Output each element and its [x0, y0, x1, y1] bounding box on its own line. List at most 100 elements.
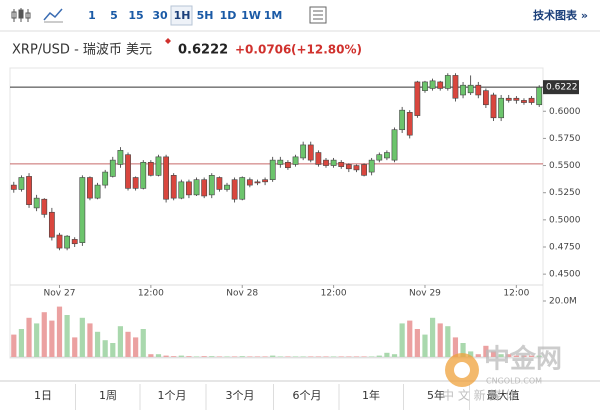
candle-body: [64, 235, 71, 249]
x-tick-label: 12:00: [138, 289, 164, 299]
candle-body: [178, 181, 185, 199]
candle-body: [147, 161, 154, 176]
volume-bar: [148, 354, 154, 357]
volume-bar: [331, 356, 337, 357]
interval-button[interactable]: 15: [128, 9, 143, 22]
settings-icon[interactable]: [309, 6, 327, 24]
watermark-site: CNGOLD.COM: [486, 377, 542, 386]
candle-body: [41, 198, 48, 215]
x-tick-label: Nov 27: [44, 289, 76, 299]
volume-bar: [277, 356, 283, 357]
interval-button[interactable]: 5: [110, 9, 118, 22]
volume-bar: [323, 356, 329, 357]
volume-bar: [171, 356, 177, 357]
interval-button[interactable]: 1: [88, 9, 96, 22]
watermark: 中金网 CNGOLD.COM 中 文 新 媒 体: [442, 344, 562, 403]
candle-body: [163, 156, 169, 200]
volume-bar: [285, 356, 291, 357]
volume-bar: [209, 356, 215, 357]
range-tab[interactable]: 5年: [427, 388, 445, 402]
candle-body: [429, 80, 436, 89]
interval-button[interactable]: 1W: [241, 9, 261, 22]
volume-bar: [247, 356, 253, 357]
y-tick-label: 0.5500: [549, 161, 581, 171]
range-tab[interactable]: 1日: [34, 389, 52, 402]
candle-body: [406, 112, 413, 136]
interval-button[interactable]: 5H: [197, 9, 214, 22]
symbol: XRP/USD - 瑞波币 美元: [12, 43, 152, 58]
up-marker: [165, 38, 171, 44]
x-tick-label: Nov 29: [409, 289, 441, 299]
volume-bar: [34, 323, 40, 357]
volume-bar: [292, 356, 299, 357]
interval-button[interactable]: 1D: [220, 9, 237, 22]
candle-body: [10, 184, 17, 190]
range-tab[interactable]: 1个月: [158, 389, 187, 402]
watermark-logo-inner: [454, 362, 470, 378]
x-tick-label: 12:00: [503, 289, 529, 299]
candle-body: [323, 159, 329, 166]
candle-body: [345, 164, 352, 170]
candle-icon[interactable]: [11, 8, 31, 22]
volume-bar: [506, 354, 512, 357]
volume-bar: [399, 323, 405, 357]
candle-body: [338, 161, 345, 167]
candle-body: [521, 100, 527, 103]
y-tick-label: 0.5250: [549, 188, 581, 198]
range-tab[interactable]: 1周: [99, 389, 117, 402]
candle-body: [414, 81, 421, 116]
interval-button[interactable]: 30: [152, 9, 168, 22]
candle-body: [300, 144, 307, 159]
volume-bar: [308, 356, 314, 357]
volume-bar: [468, 351, 474, 357]
line-icon[interactable]: [43, 8, 63, 21]
volume-bar: [18, 329, 25, 357]
volume-bar: [369, 356, 375, 357]
volume-bar: [117, 326, 124, 357]
volume-bar: [102, 340, 108, 357]
volume-bar: [125, 331, 131, 357]
candle-body: [277, 159, 284, 165]
volume-bar: [239, 356, 245, 357]
volume-bar: [422, 334, 428, 357]
candle-body: [246, 179, 253, 186]
candle-body: [208, 175, 215, 196]
range-tab[interactable]: 6个月: [293, 389, 322, 402]
volume-bar: [72, 337, 78, 357]
volume-bar: [254, 356, 261, 357]
candle-body: [117, 150, 124, 165]
candle-body: [460, 84, 466, 96]
volume-bar: [232, 356, 238, 357]
candle-body: [391, 129, 398, 161]
range-tab[interactable]: 3个月: [226, 389, 255, 402]
interval-button[interactable]: 1M: [264, 9, 283, 22]
candle-body: [155, 156, 162, 176]
y-tick-label: 0.4750: [549, 242, 581, 252]
volume-bar: [346, 356, 352, 357]
volume-bar: [528, 355, 535, 357]
candle-body: [216, 177, 223, 190]
interval-button[interactable]: 1H: [174, 9, 191, 22]
volume-bar: [262, 356, 268, 357]
volume-bar: [429, 317, 436, 357]
volume-bar: [224, 356, 230, 357]
volume-bar: [452, 337, 459, 357]
candle-body: [79, 177, 86, 243]
chart-link[interactable]: 技术图表 »: [533, 8, 588, 22]
candle-body: [269, 159, 276, 180]
y-tick-label: 0.5750: [549, 134, 581, 144]
range-tab[interactable]: 最大值: [487, 388, 520, 402]
candle-body: [132, 177, 139, 189]
candle-body: [528, 97, 535, 103]
candle-body: [262, 179, 268, 183]
volume-bar: [64, 315, 70, 357]
range-tab[interactable]: 1年: [362, 388, 380, 402]
volume-bar: [315, 356, 321, 357]
volume-bar: [414, 329, 420, 357]
volume-bar: [437, 323, 443, 357]
candle-body: [48, 211, 55, 238]
candle-body: [437, 81, 444, 89]
volume-bar: [407, 320, 413, 357]
candle-body: [353, 165, 360, 171]
volume-bar: [216, 356, 222, 357]
